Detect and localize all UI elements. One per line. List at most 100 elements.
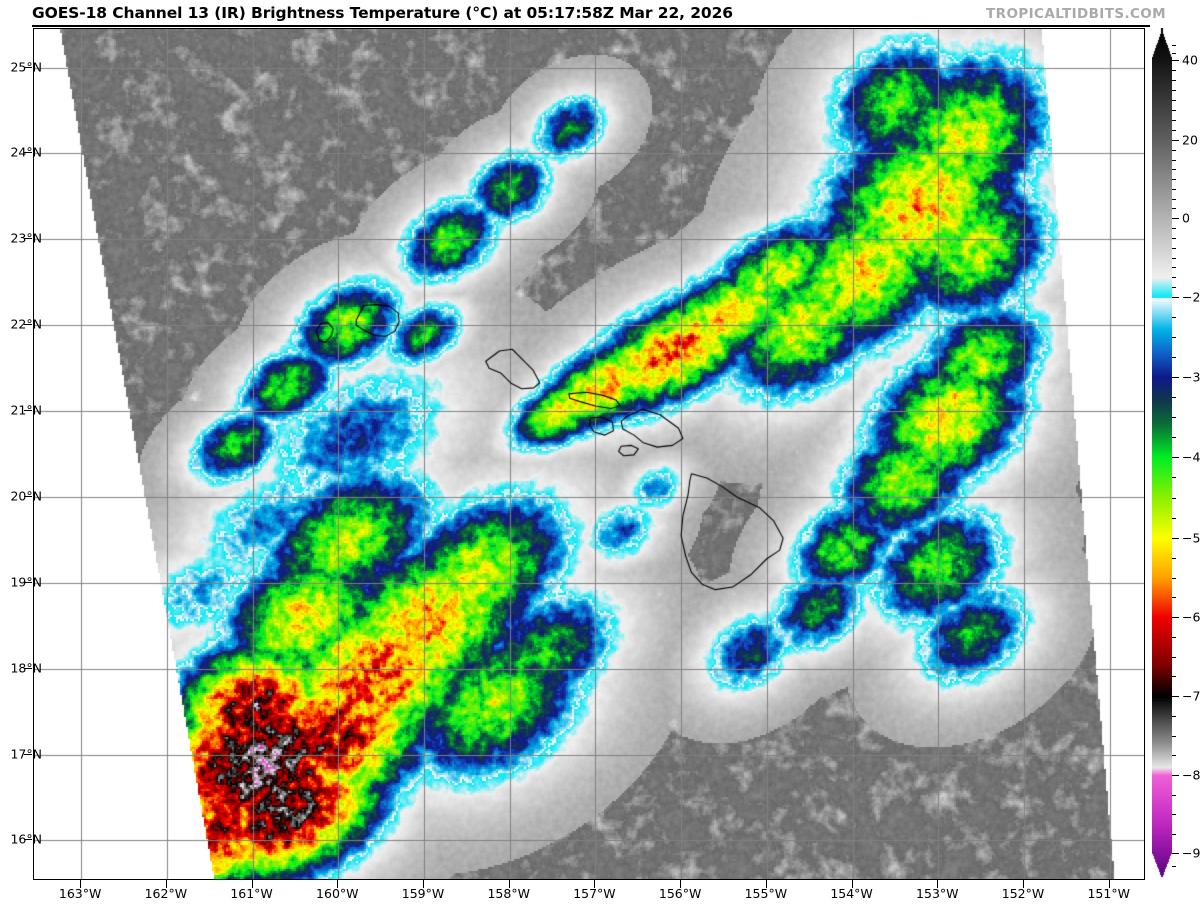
y-axis-tick-label: 22°N — [10, 316, 42, 332]
x-axis-tick-label: 158°W — [487, 886, 530, 901]
y-axis-tick — [24, 581, 32, 583]
colorbar-minor-tick — [1172, 735, 1176, 737]
colorbar-minor-tick — [1172, 90, 1176, 91]
colorbar — [1152, 28, 1172, 880]
y-axis-tick — [24, 152, 32, 154]
colorbar-minor-tick — [1172, 437, 1176, 438]
colorbar-tick-label: −90 — [1182, 845, 1200, 861]
colorbar-tick-label: 20 — [1182, 132, 1198, 148]
grid-and-coastline-canvas — [34, 29, 1144, 879]
x-axis-tick-label: 156°W — [658, 886, 702, 901]
colorbar-minor-tick — [1172, 100, 1176, 101]
y-axis-tick-label: 17°N — [10, 746, 42, 761]
colorbar-minor-tick — [1172, 140, 1176, 141]
x-axis-tick — [251, 880, 253, 888]
x-axis-tick-label: 157°W — [573, 886, 616, 901]
colorbar-minor-tick — [1172, 397, 1176, 398]
colorbar-minor-tick — [1172, 656, 1176, 658]
colorbar-minor-tick — [1172, 865, 1176, 867]
x-axis-tick-label: 159°W — [401, 886, 445, 901]
colorbar-minor-tick — [1172, 477, 1176, 479]
x-axis-tick — [1108, 880, 1110, 888]
colorbar-minor-tick — [1172, 755, 1176, 757]
y-axis-tick-label: 23°N — [10, 230, 42, 246]
x-axis-tick — [594, 880, 596, 888]
x-axis-tick-label: 151°W — [1087, 886, 1130, 901]
colorbar-tick-label: −60 — [1182, 609, 1200, 625]
colorbar-minor-tick — [1172, 277, 1176, 279]
y-axis-tick-label: 24°N — [10, 144, 42, 160]
y-axis-tick-label: 21°N — [10, 402, 42, 418]
colorbar-minor-tick — [1172, 130, 1176, 131]
x-axis-tick — [337, 880, 339, 888]
colorbar-minor-tick — [1172, 617, 1176, 618]
x-axis-tick — [937, 880, 939, 888]
colorbar-minor-tick — [1172, 317, 1176, 318]
x-axis-tick-label: 155°W — [744, 886, 788, 901]
colorbar-minor-tick — [1172, 247, 1176, 249]
title-divider — [32, 25, 1150, 27]
colorbar-minor-tick — [1172, 417, 1176, 418]
x-axis-tick — [1023, 880, 1024, 888]
colorbar-minor-tick — [1172, 287, 1176, 289]
colorbar-minor-tick — [1172, 198, 1176, 200]
colorbar-minor-tick — [1172, 814, 1176, 815]
x-axis-tick-label: 163°W — [58, 886, 102, 901]
colorbar-minor-tick — [1172, 149, 1176, 151]
x-axis-tick-label: 154°W — [830, 886, 873, 901]
colorbar-minor-tick — [1172, 80, 1176, 81]
colorbar-minor-tick — [1172, 775, 1176, 776]
x-axis-tick — [765, 880, 767, 888]
y-axis-tick — [24, 410, 32, 412]
y-axis-tick-label: 19°N — [10, 574, 42, 590]
colorbar-tick-label: −40 — [1182, 449, 1200, 465]
colorbar-minor-tick — [1172, 715, 1176, 717]
x-axis-tick — [508, 880, 510, 888]
colorbar-minor-tick — [1172, 237, 1176, 239]
colorbar-tick-label: 40 — [1182, 52, 1198, 68]
colorbar-minor-tick — [1172, 597, 1176, 599]
x-axis-tick — [851, 880, 853, 888]
colorbar-minor-tick — [1172, 337, 1176, 338]
colorbar-gradient — [1152, 28, 1172, 880]
x-axis-tick-label: 161°W — [230, 886, 273, 901]
colorbar-minor-tick — [1172, 188, 1176, 190]
watermark-label: TROPICALTIDBITS.COM — [986, 6, 1166, 22]
colorbar-tick-label: −80 — [1182, 767, 1200, 783]
colorbar-minor-tick — [1172, 120, 1176, 121]
x-axis-tick-label: 160°W — [316, 886, 359, 901]
y-axis-tick-label: 20°N — [10, 488, 42, 504]
colorbar-minor-tick — [1172, 70, 1176, 71]
y-axis-tick-label: 16°N — [10, 831, 42, 847]
colorbar-minor-tick — [1172, 517, 1176, 519]
colorbar-minor-tick — [1172, 60, 1176, 61]
colorbar-minor-tick — [1172, 52, 1176, 54]
colorbar-minor-tick — [1172, 833, 1176, 835]
x-axis-tick — [423, 880, 424, 888]
y-axis-tick — [24, 495, 32, 497]
colorbar-minor-tick — [1172, 218, 1176, 219]
page-title: GOES-18 Channel 13 (IR) Brightness Tempe… — [32, 4, 733, 22]
colorbar-minor-tick — [1172, 257, 1176, 259]
colorbar-tick-label: −30 — [1182, 369, 1200, 385]
map-plot-area[interactable] — [33, 28, 1145, 880]
colorbar-minor-tick — [1172, 636, 1176, 638]
colorbar-minor-tick — [1172, 110, 1176, 111]
y-axis-tick — [24, 753, 32, 755]
y-axis-tick — [24, 238, 32, 240]
x-axis-tick-label: 162°W — [144, 886, 188, 901]
colorbar-minor-tick — [1172, 457, 1176, 458]
colorbar-minor-tick — [1172, 45, 1176, 46]
colorbar-minor-tick — [1172, 377, 1176, 378]
colorbar-tick-label: 0 — [1182, 210, 1190, 226]
colorbar-minor-tick — [1172, 267, 1176, 269]
x-axis-tick-label: 152°W — [1001, 886, 1045, 901]
colorbar-minor-tick — [1172, 179, 1176, 180]
colorbar-minor-tick — [1172, 794, 1176, 796]
colorbar-minor-tick — [1172, 853, 1176, 854]
x-axis-tick-label: 153°W — [916, 886, 959, 901]
x-axis-tick — [165, 880, 167, 888]
colorbar-minor-tick — [1172, 538, 1176, 539]
colorbar-minor-tick — [1172, 357, 1176, 358]
